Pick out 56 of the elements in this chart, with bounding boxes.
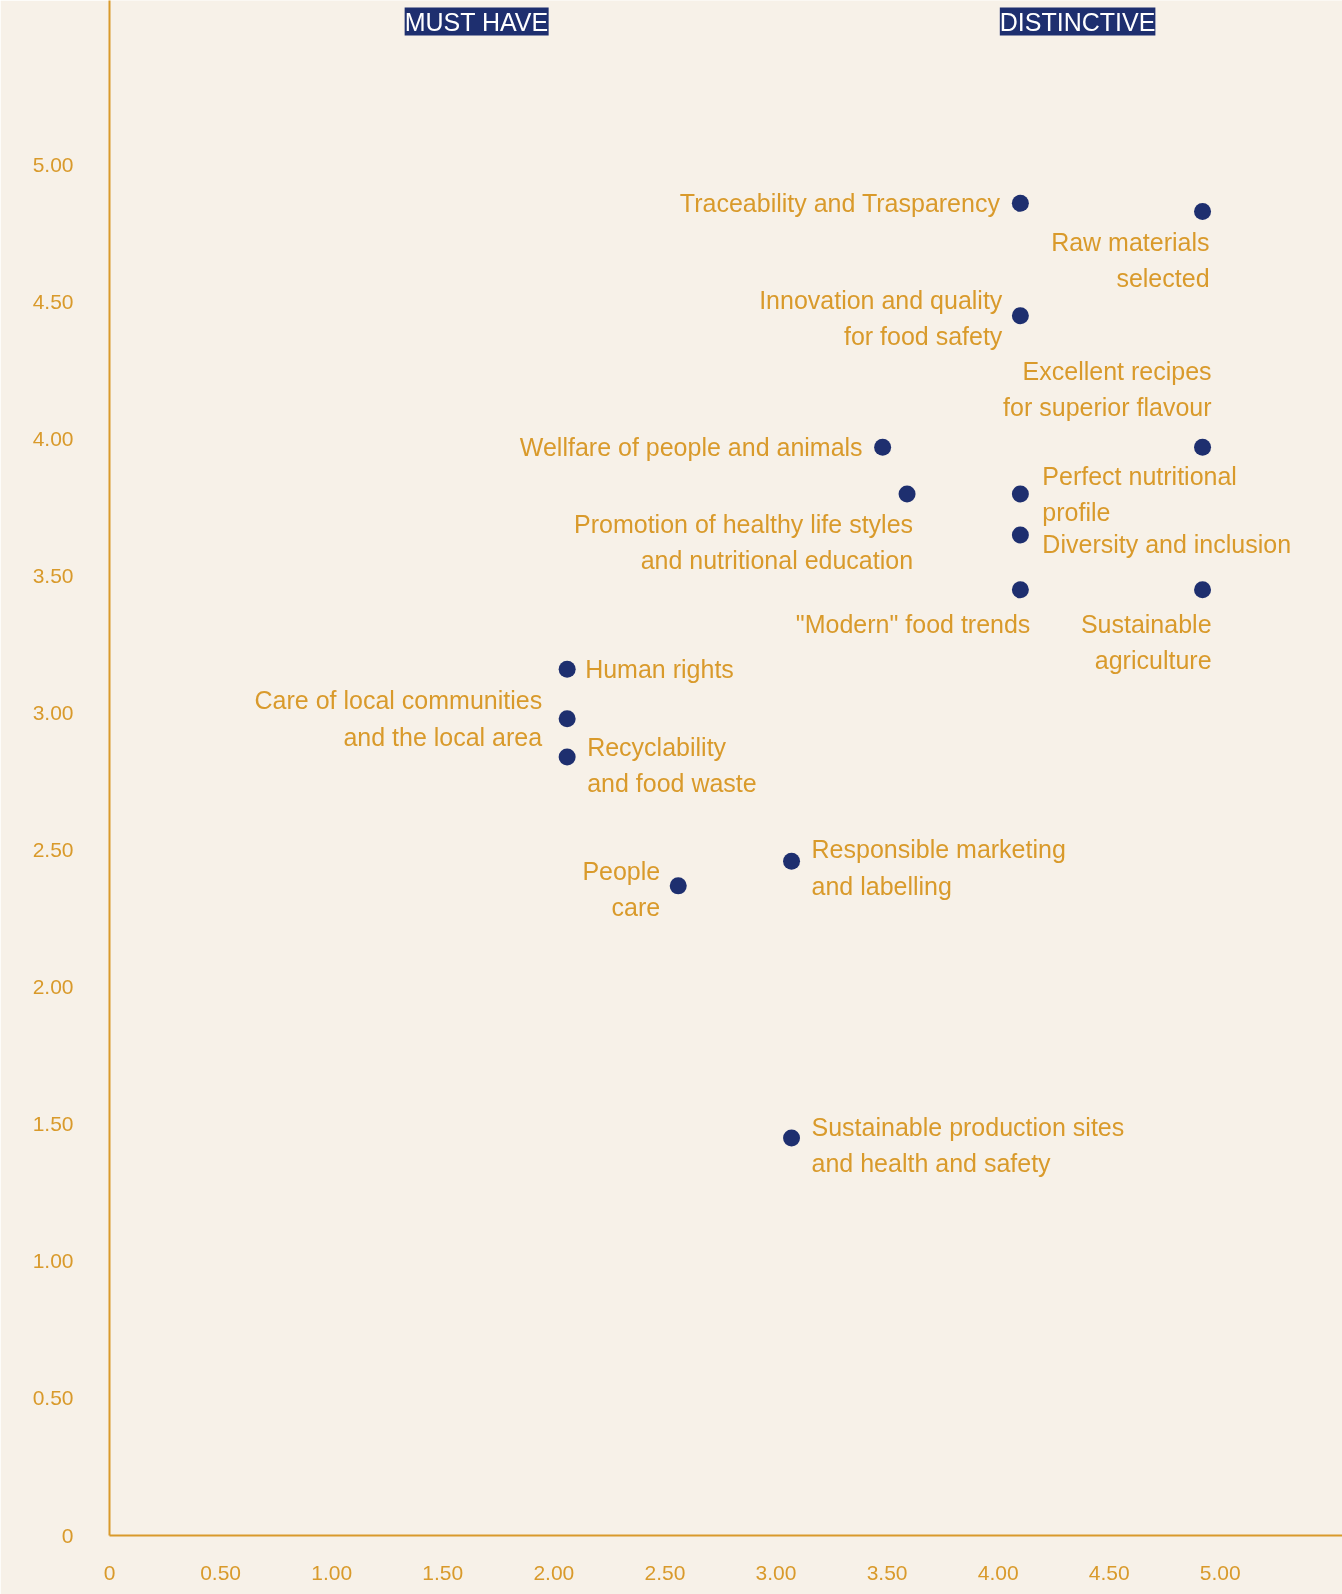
text: People care [582,856,661,922]
point [783,1129,801,1147]
x-tick-label: 0.50 [200,1560,242,1584]
point [898,485,916,503]
point [1011,485,1029,503]
text: Promotion of healthy life styles and nutritional education [574,509,914,575]
text: Wellfare of people and animals [519,433,863,462]
point [783,852,801,870]
point [558,748,576,766]
point [558,660,576,678]
point [669,877,687,895]
annotation: MUST HAVE [404,7,549,36]
x-tick-label: 2.00 [533,1560,575,1584]
y-tick-label: 5.00 [32,152,74,176]
point [1194,581,1212,599]
x-tick-label: 3.50 [866,1560,908,1584]
text: Sustainable production sites and health and safety [811,1113,1125,1178]
x-tick-label: 4.50 [1088,1560,1130,1584]
y-tick-label: 1.50 [32,1112,74,1136]
text: Perfect nutritional profile [1042,461,1237,527]
text: "Modern" food trends [795,609,1031,638]
point [1011,526,1029,544]
x-tick-label: 1.00 [311,1560,353,1584]
y-tick-label: 0.50 [32,1386,74,1410]
point [558,710,576,728]
text: Care of local communities and the local area [254,686,543,751]
text: Excellent recipes for superior flavour [1003,356,1212,422]
y-tick-label: 2.00 [32,975,74,999]
y-tick-label: 4.00 [32,427,74,451]
text: Human rights [585,655,734,684]
x-tick-label: 3.00 [755,1560,797,1584]
point [1011,194,1029,212]
text: Responsible marketing and labelling [811,835,1066,900]
text: Sustainable agriculture [1080,609,1212,675]
text: Traceability and Trasparency [679,189,1000,218]
y-tick-label: 2.50 [32,838,74,862]
point [1194,203,1212,221]
annotation: DISTINCTIVE [999,7,1156,36]
y-tick-label: 3.50 [32,564,74,588]
y-tick-label: 4.50 [32,290,74,314]
text: Diversity and inclusion [1042,530,1292,559]
x-tick-label: 0 [103,1560,116,1584]
y-tick-label: 1.00 [32,1249,74,1273]
x-tick-label: 4.00 [977,1560,1019,1584]
x-tick-label: 5.00 [1199,1560,1241,1584]
point [1011,307,1029,325]
x-tick-label: 2.50 [644,1560,686,1584]
point [1011,581,1029,599]
x-tick-label: 1.50 [422,1560,464,1584]
text: Recyclability and food waste [587,733,757,798]
point [1194,438,1212,456]
point [874,438,892,456]
text: Innovation and quality for food safety [759,285,1003,350]
y-tick-label: 0 [61,1523,74,1547]
text: Raw materials selected [1051,227,1210,292]
y-tick-label: 3.00 [32,701,74,725]
